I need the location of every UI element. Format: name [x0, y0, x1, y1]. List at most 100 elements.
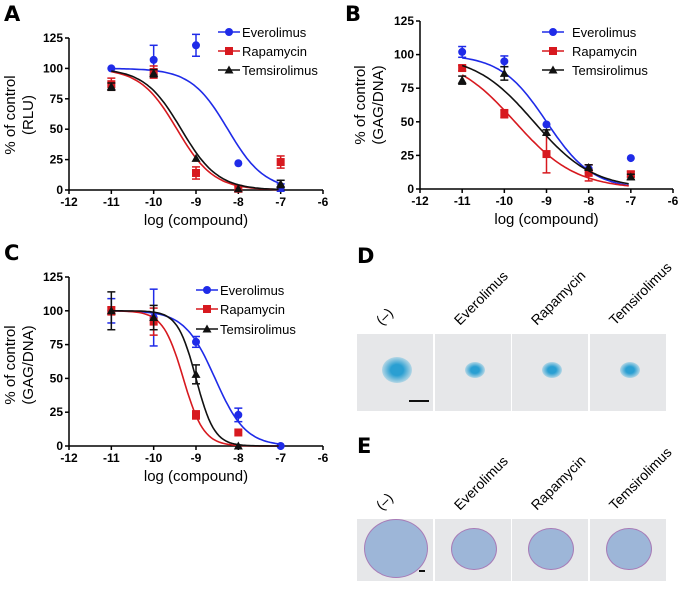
data-point-everolimus: [192, 41, 200, 50]
y-tick-label: 25: [50, 153, 64, 167]
pellet-image-tile: [434, 334, 511, 411]
data-point-temsirolimus: [542, 128, 551, 137]
data-point-rapamycin: [192, 168, 200, 177]
data-point-everolimus: [500, 57, 509, 66]
x-tick-label: -8: [233, 451, 244, 465]
fit-curve-temsirolimus: [111, 70, 279, 191]
legend-marker-everolimus: [203, 286, 211, 294]
data-point-everolimus: [276, 442, 285, 450]
y-tick-label: 0: [407, 182, 414, 196]
scale-bar: [419, 570, 425, 572]
x-tick-label: -7: [275, 451, 286, 465]
section-image-tile: [512, 519, 588, 581]
y-axis-label: % of control: [352, 65, 369, 144]
y-tick-label: 25: [50, 405, 64, 419]
fit-curve-everolimus: [111, 67, 279, 184]
legend-marker-rapamycin: [225, 47, 233, 55]
data-point-everolimus: [107, 64, 116, 73]
y-tick-label: 50: [401, 115, 415, 129]
legend-label: Everolimus: [572, 25, 637, 40]
stained-pellet: [382, 357, 412, 383]
data-point-rapamycin: [234, 428, 243, 437]
data-point-temsirolimus: [106, 82, 116, 91]
data-point-temsirolimus: [191, 153, 201, 162]
y-tick-label: 100: [43, 304, 63, 318]
stained-pellet: [464, 362, 485, 378]
data-point-rapamycin: [192, 410, 200, 419]
data-point-temsirolimus: [276, 179, 286, 188]
x-tick-label: -10: [145, 195, 163, 209]
y-axis-label: (GAG/DNA): [370, 65, 387, 144]
data-point-temsirolimus: [191, 369, 201, 378]
data-point-everolimus: [626, 154, 635, 163]
x-tick-label: -10: [145, 451, 163, 465]
x-tick-label: -8: [583, 194, 594, 208]
x-tick-label: -7: [625, 194, 636, 208]
y-tick-label: 75: [50, 92, 64, 106]
data-point-everolimus: [149, 55, 158, 64]
x-tick-label: -8: [233, 195, 244, 209]
x-tick-label: -6: [668, 194, 679, 208]
chart-a: -12 -11 -10 -9 -8 -7 -6 0 25 50 75 100 125 log (compo…: [2, 25, 329, 229]
section-image-tile: [589, 519, 666, 581]
y-tick-label: 125: [43, 31, 63, 45]
data-point-rapamycin: [500, 109, 509, 118]
x-tick-label: -11: [103, 195, 120, 209]
section-image-tile: [357, 519, 433, 581]
y-tick-label: 75: [50, 338, 64, 352]
data-point-temsirolimus: [233, 441, 243, 450]
legend-marker-rapamycin: [203, 305, 211, 313]
legend-marker-everolimus: [225, 28, 233, 36]
x-tick-label: -10: [496, 194, 514, 208]
x-tick-label: -12: [411, 194, 429, 208]
section-image-tile: [434, 519, 511, 581]
data-point-temsirolimus: [106, 306, 116, 315]
data-point-everolimus: [234, 410, 243, 419]
tissue-section: [450, 528, 497, 571]
panel-label-d: D: [357, 244, 375, 268]
y-tick-label: 0: [56, 183, 63, 197]
panel-label-a: A: [4, 2, 21, 26]
y-axis-label: % of control: [2, 325, 19, 404]
data-point-temsirolimus: [584, 162, 594, 171]
y-axis-label: (GAG/DNA): [20, 325, 37, 404]
x-tick-label: -9: [541, 194, 552, 208]
y-axis-label: (RLU): [20, 95, 37, 135]
y-tick-label: 100: [43, 61, 63, 75]
data-point-rapamycin: [542, 150, 551, 159]
data-point-temsirolimus: [149, 68, 159, 77]
x-tick-label: -11: [103, 451, 120, 465]
pellet-image-tile: [589, 334, 666, 411]
data-point-temsirolimus: [457, 75, 467, 84]
y-tick-label: 50: [50, 371, 64, 385]
legend-label: Everolimus: [242, 25, 307, 40]
panel-label-b: B: [345, 2, 362, 26]
fit-curve-everolimus: [462, 57, 629, 187]
stained-pellet: [542, 362, 562, 378]
data-point-temsirolimus: [626, 172, 636, 181]
data-point-everolimus: [234, 159, 243, 168]
tissue-section: [528, 528, 574, 571]
x-tick-label: -6: [318, 195, 329, 209]
panel-label-e: E: [357, 434, 372, 458]
legend-label: Rapamycin: [220, 302, 285, 317]
legend-label: Temsirolimus: [220, 322, 296, 337]
x-tick-label: -7: [275, 195, 286, 209]
data-point-temsirolimus: [149, 313, 159, 322]
data-point-rapamycin: [584, 168, 593, 177]
pellet-image-tile: [357, 334, 433, 411]
legend-label: Everolimus: [220, 283, 285, 298]
legend-marker-temsirolimus: [224, 65, 234, 74]
x-axis-label: log (compound): [144, 212, 248, 229]
y-tick-label: 25: [401, 148, 415, 162]
x-tick-label: -6: [318, 451, 329, 465]
y-tick-label: 0: [56, 439, 63, 453]
legend-label: Rapamycin: [572, 44, 637, 59]
legend-marker-temsirolimus: [202, 324, 212, 333]
y-tick-label: 100: [394, 48, 414, 62]
x-tick-label: -12: [60, 451, 78, 465]
scale-bar: [409, 400, 429, 402]
y-tick-label: 75: [401, 81, 415, 95]
x-tick-label: -9: [191, 451, 202, 465]
